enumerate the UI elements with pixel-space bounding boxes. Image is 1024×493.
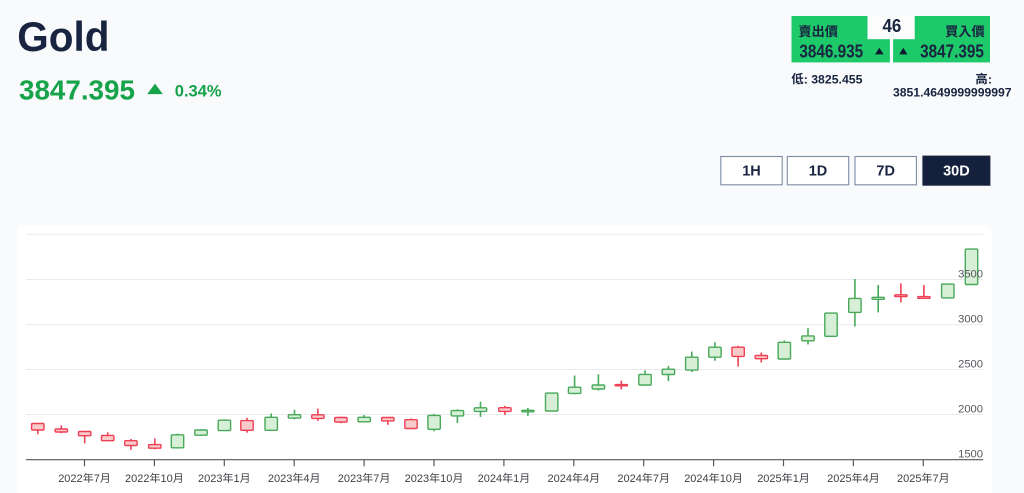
- svg-text:Gold: Gold: [17, 13, 109, 60]
- svg-text:4: 4: [303, 473, 309, 485]
- svg-text:3846.935: 3846.935: [799, 41, 863, 62]
- svg-text:0.34%: 0.34%: [175, 82, 222, 100]
- svg-text:7: 7: [373, 473, 379, 485]
- svg-text:3500: 3500: [958, 268, 983, 280]
- svg-text:: 3825.455: : 3825.455: [804, 72, 863, 86]
- svg-text:2023: 2023: [268, 473, 292, 485]
- svg-text:7D: 7D: [876, 164, 895, 180]
- svg-text:1D: 1D: [809, 164, 828, 180]
- svg-text:3000: 3000: [958, 314, 983, 326]
- svg-text::: :: [988, 72, 992, 86]
- svg-text:2024: 2024: [548, 473, 572, 485]
- svg-text:4: 4: [583, 473, 589, 485]
- svg-text:2023: 2023: [338, 473, 362, 485]
- svg-text:2023: 2023: [198, 473, 222, 485]
- svg-text:3847.395: 3847.395: [920, 41, 984, 62]
- svg-text:1: 1: [513, 473, 519, 485]
- svg-text:7: 7: [933, 473, 939, 485]
- svg-text:2025: 2025: [897, 473, 921, 485]
- svg-text:1: 1: [793, 473, 799, 485]
- svg-text:10: 10: [440, 473, 452, 485]
- svg-text:1500: 1500: [958, 449, 983, 461]
- svg-text:2022: 2022: [58, 473, 82, 485]
- svg-text:46: 46: [882, 15, 901, 36]
- svg-text:4: 4: [863, 473, 869, 485]
- svg-text:2024: 2024: [684, 473, 708, 485]
- svg-text:2023: 2023: [405, 473, 429, 485]
- svg-text:1H: 1H: [742, 164, 761, 180]
- svg-text:10: 10: [720, 473, 732, 485]
- svg-text:30D: 30D: [943, 164, 970, 180]
- svg-text:2000: 2000: [958, 403, 983, 415]
- svg-text:1: 1: [234, 473, 240, 485]
- svg-text:7: 7: [94, 473, 100, 485]
- svg-text:2025: 2025: [827, 473, 851, 485]
- svg-text:2022: 2022: [125, 473, 149, 485]
- svg-text:10: 10: [161, 473, 173, 485]
- svg-text:2025: 2025: [757, 473, 781, 485]
- svg-text:2024: 2024: [478, 473, 502, 485]
- svg-text:2500: 2500: [958, 358, 983, 370]
- svg-text:3847.395: 3847.395: [19, 75, 135, 106]
- svg-text:2024: 2024: [617, 473, 641, 485]
- svg-text:3851.4649999999997: 3851.4649999999997: [893, 86, 1012, 100]
- svg-text:7: 7: [653, 473, 659, 485]
